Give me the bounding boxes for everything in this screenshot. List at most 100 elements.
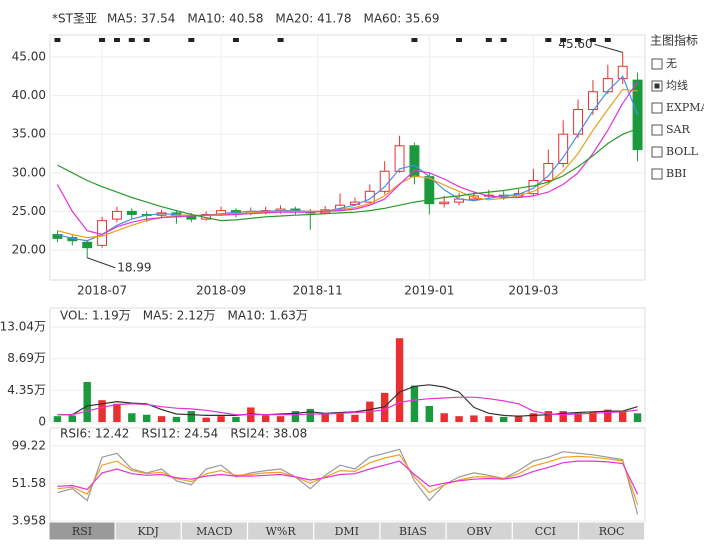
event-marker xyxy=(277,38,284,42)
candle-body xyxy=(126,210,137,215)
candle-body xyxy=(543,163,554,182)
annotation-label: 45.60 xyxy=(558,37,592,51)
option-label[interactable]: 均线 xyxy=(666,78,688,92)
moving-average-line xyxy=(57,128,638,222)
checkbox[interactable] xyxy=(651,102,663,114)
event-marker xyxy=(560,38,567,42)
volume-bar xyxy=(455,416,463,422)
rsi-line xyxy=(57,460,639,495)
checkbox[interactable] xyxy=(651,146,663,158)
y-tick-label: 99.22 xyxy=(12,439,46,453)
volume-bar xyxy=(395,338,404,422)
tab-label[interactable]: KDJ xyxy=(137,525,158,538)
tab-label[interactable]: ROC xyxy=(599,525,625,538)
event-marker xyxy=(500,38,507,42)
volume-bar xyxy=(574,412,582,422)
candle-body xyxy=(573,108,584,135)
volume-bar xyxy=(499,416,508,422)
volume-bar xyxy=(604,409,612,422)
volume-ma-line xyxy=(57,396,638,416)
x-tick-label: 2018-11 xyxy=(293,284,343,298)
option-label[interactable]: SAR xyxy=(666,123,690,136)
y-tick-label: 3.958 xyxy=(12,514,46,528)
volume-bar xyxy=(440,413,448,422)
candle-body xyxy=(394,145,405,172)
legend-entry: RSI12: 24.54 xyxy=(141,427,218,441)
annotation-label: 18.99 xyxy=(117,260,151,274)
legend-entry: RSI6: 12.42 xyxy=(60,427,129,441)
y-tick-label: 8.69万 xyxy=(7,351,46,365)
volume-bar xyxy=(633,413,642,422)
event-marker xyxy=(604,38,611,42)
candle-body xyxy=(111,210,122,220)
y-tick-label: 4.35万 xyxy=(7,383,46,397)
tab-label[interactable]: OBV xyxy=(467,525,493,538)
legend-entry: MA5: 2.12万 xyxy=(143,309,216,323)
tab-label[interactable]: CCI xyxy=(535,525,556,538)
volume-bar xyxy=(321,413,329,422)
checkbox[interactable] xyxy=(651,124,663,136)
event-marker xyxy=(589,38,596,42)
candle-body xyxy=(379,170,390,192)
event-marker xyxy=(232,38,239,42)
volume-bar xyxy=(306,408,315,422)
volume-bar xyxy=(157,416,166,422)
candle-body xyxy=(602,78,613,93)
x-tick-label: 2018-07 xyxy=(77,284,127,298)
volume-bar xyxy=(187,411,196,422)
y-tick-label: 40.00 xyxy=(12,88,46,102)
tab[interactable] xyxy=(578,521,646,541)
volume-bar xyxy=(261,415,270,422)
volume-bar xyxy=(128,413,136,422)
volume-bar xyxy=(291,411,300,422)
volume-bar xyxy=(425,405,434,422)
x-tick-label: 2019-03 xyxy=(508,284,558,298)
tab-label[interactable]: MACD xyxy=(196,525,233,538)
volume-bar xyxy=(113,403,121,422)
option-label[interactable]: BBI xyxy=(666,167,687,180)
volume-bar xyxy=(276,416,285,422)
checkbox-fill xyxy=(654,83,660,89)
volume-bar xyxy=(410,385,419,422)
volume-bar xyxy=(618,411,627,422)
candle-body xyxy=(186,216,197,220)
legend-entry: MA5: 37.54 xyxy=(107,12,175,26)
chart-title: *ST圣亚 xyxy=(52,12,97,26)
y-tick-label: 45.00 xyxy=(12,49,46,63)
checkbox[interactable] xyxy=(651,58,663,70)
rsi-line xyxy=(57,448,639,515)
x-tick-label: 2019-01 xyxy=(404,284,454,298)
legend-entry: MA10: 1.63万 xyxy=(228,309,308,323)
volume-bar xyxy=(98,400,106,422)
event-marker xyxy=(99,38,106,42)
y-tick-label: 35.00 xyxy=(12,127,46,141)
y-tick-label: 20.00 xyxy=(12,242,46,256)
volume-bar xyxy=(172,416,181,422)
y-tick-label: 30.00 xyxy=(12,165,46,179)
y-tick-label: 0 xyxy=(38,415,46,429)
event-marker xyxy=(456,38,463,42)
tab-label[interactable]: W%R xyxy=(266,525,297,538)
option-label[interactable]: BOLL xyxy=(666,145,699,158)
moving-average-line xyxy=(57,75,639,242)
legend-entry: MA60: 35.69 xyxy=(363,12,439,26)
checkbox[interactable] xyxy=(651,168,663,180)
event-marker xyxy=(545,38,552,42)
volume-bar xyxy=(559,411,567,422)
option-label[interactable]: 无 xyxy=(666,57,677,70)
event-marker xyxy=(54,38,61,42)
candle-body xyxy=(617,65,628,80)
tab-label[interactable]: RSI xyxy=(72,525,92,538)
tab-label[interactable]: DMI xyxy=(335,525,359,538)
legend-entry: VOL: 1.19万 xyxy=(60,309,131,323)
legend-entry: RSI24: 38.08 xyxy=(230,427,307,441)
volume-bar xyxy=(351,414,359,422)
option-label[interactable]: EXPMA xyxy=(666,101,704,114)
volume-bar xyxy=(83,381,91,422)
rsi-line xyxy=(57,454,639,505)
tab-label[interactable]: BIAS xyxy=(399,525,427,538)
event-marker xyxy=(113,38,120,42)
event-marker xyxy=(485,38,492,42)
